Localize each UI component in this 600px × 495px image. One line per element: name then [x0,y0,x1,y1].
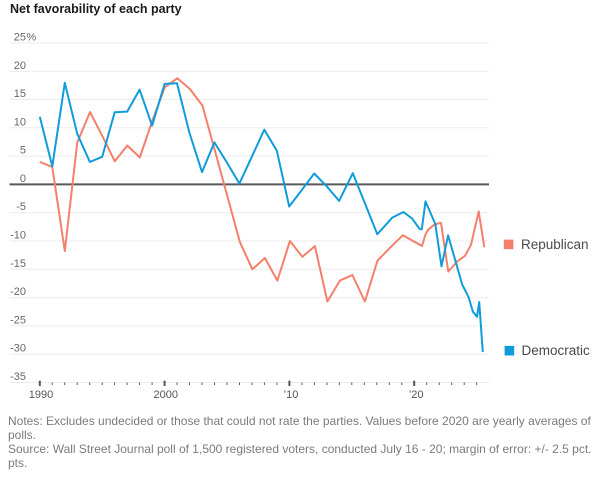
svg-text:1990: 1990 [29,389,53,401]
svg-text:Democratic: Democratic [522,343,591,358]
svg-text:20: 20 [14,60,26,72]
svg-text:15: 15 [14,88,26,100]
svg-text:5: 5 [20,145,26,157]
svg-text:0: 0 [20,173,26,185]
svg-text:25: 25 [14,32,26,44]
svg-text:-5: -5 [16,201,26,213]
svg-text:-25: -25 [10,314,26,326]
svg-text:Republican: Republican [521,237,589,252]
svg-text:-20: -20 [10,286,26,298]
svg-text:10: 10 [14,116,26,128]
svg-text:-15: -15 [10,258,26,270]
svg-text:2000: 2000 [154,389,178,401]
svg-text:’10: ’10 [284,389,299,401]
svg-text:-35: -35 [10,371,26,383]
svg-text:-30: -30 [10,343,26,355]
svg-text:’20: ’20 [409,389,424,401]
svg-text:-10: -10 [10,230,26,242]
svg-text:%: % [27,32,37,44]
